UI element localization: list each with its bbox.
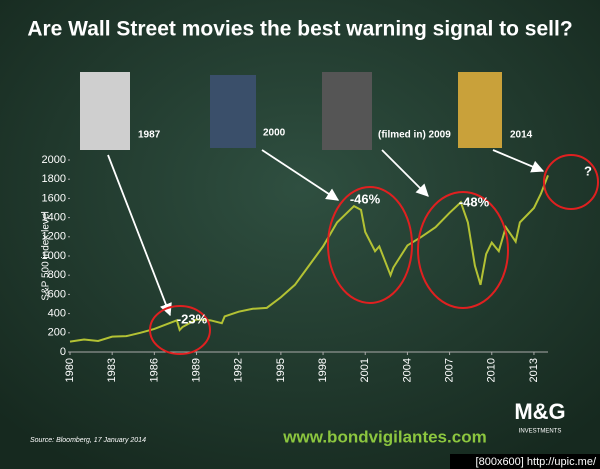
x-tick-label: 1995 — [275, 358, 287, 382]
source: Source: Bloomberg, 17 January 2014 — [30, 437, 146, 444]
poster — [322, 72, 372, 150]
logo-sub: INVESTMENTS — [519, 429, 562, 435]
highlight-circle — [149, 305, 211, 355]
annotation: -23% — [177, 311, 208, 326]
y-tick-label: 1400 — [42, 212, 66, 224]
y-tick-label: 0 — [60, 346, 66, 358]
line — [69, 175, 549, 343]
poster — [210, 75, 256, 148]
x-tick-label: 2001 — [359, 358, 371, 382]
x-tick-label: 1983 — [106, 358, 118, 382]
y-tick-label: 1600 — [42, 192, 66, 204]
x-tick-label: 2013 — [528, 358, 540, 382]
y-tick-label: 800 — [48, 269, 66, 281]
highlight-circle — [543, 154, 599, 210]
circles — [149, 154, 599, 355]
y-tick-label: 400 — [48, 308, 66, 320]
logo: M&G — [514, 399, 565, 424]
y-tick-label: 1800 — [42, 173, 66, 185]
x-tick-label: 2010 — [486, 358, 498, 382]
posters — [80, 72, 502, 150]
x-tick-label: 1989 — [190, 358, 202, 382]
y-tick-label: 600 — [48, 288, 66, 300]
highlight-circle — [327, 186, 413, 304]
annotation: -48% — [459, 194, 490, 209]
y-tick-label: 2000 — [42, 154, 66, 166]
poster — [458, 72, 502, 148]
x-tick-label: 1992 — [233, 358, 245, 382]
x-tick-label: 2007 — [443, 358, 455, 382]
y-tick-label: 1000 — [42, 250, 66, 262]
highlight-circle — [417, 191, 509, 309]
watermark-bg — [450, 454, 600, 469]
poster — [80, 72, 130, 150]
y-tick-label: 200 — [48, 327, 66, 339]
arrow — [107, 154, 172, 317]
movie-label: 2000 — [263, 128, 286, 139]
arrows — [107, 149, 545, 317]
watermark: [800x600] http://upic.me/ — [476, 456, 597, 468]
arrow — [492, 149, 545, 173]
movie-label: 2014 — [510, 130, 533, 141]
y-axis-label: S&P 500 index level — [41, 211, 52, 300]
annotation: ? — [584, 163, 592, 178]
plot: 0 200 400 600 800 1000 1200 1400 1600 1800 2000 198… — [42, 154, 549, 382]
annotation: -46% — [350, 191, 381, 206]
x-tick-label: 1986 — [148, 358, 160, 382]
movie-label: (filmed in) 2009 — [378, 130, 451, 141]
movie-label: 1987 — [138, 130, 161, 141]
website: www.bondvigilantes.com — [282, 427, 486, 446]
arrow — [381, 149, 429, 197]
x-tick-label: 2004 — [401, 358, 413, 382]
arrow — [261, 149, 340, 201]
chart-title: Are Wall Street movies the best warning … — [27, 18, 572, 41]
x-tick-label: 1980 — [64, 358, 76, 382]
y-tick-label: 1200 — [42, 231, 66, 243]
x-tick-label: 1998 — [317, 358, 329, 382]
